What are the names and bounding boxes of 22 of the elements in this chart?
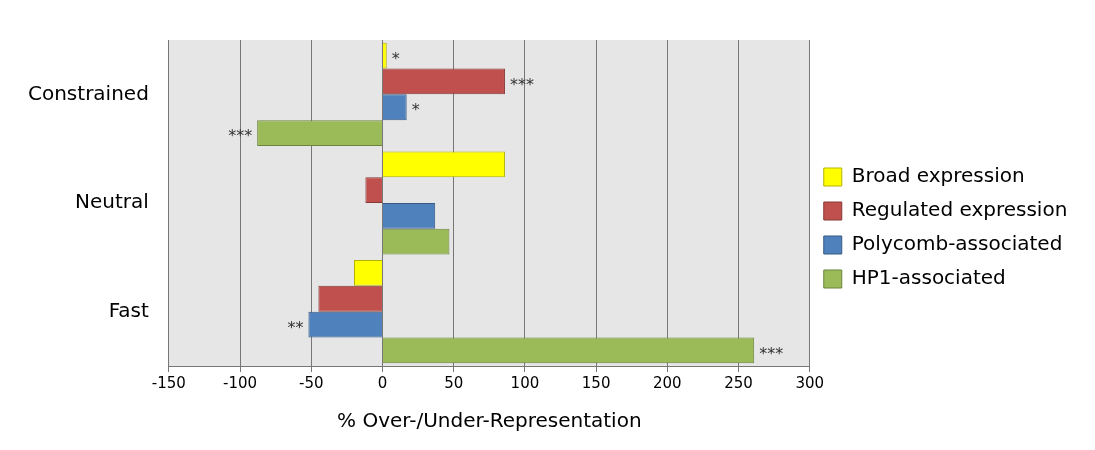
data-label: * bbox=[411, 100, 420, 120]
y-tick-label: Fast bbox=[108, 297, 150, 322]
data-label: *** bbox=[759, 343, 784, 363]
x-axis-title: % Over-/Under-Representation bbox=[337, 408, 642, 433]
x-tick-label: 100 bbox=[510, 373, 540, 392]
y-tick-label: Neutral bbox=[75, 189, 149, 214]
legend-label: Regulated expression bbox=[851, 197, 1068, 222]
x-tick-label: 250 bbox=[724, 373, 753, 392]
data-label: ** bbox=[287, 317, 304, 337]
legend-label: Polycomb-associated bbox=[851, 231, 1063, 256]
x-tick-label: 150 bbox=[581, 373, 611, 392]
data-label: * bbox=[391, 48, 400, 68]
legend-label: Broad expression bbox=[851, 163, 1025, 188]
x-tick-label: 300 bbox=[795, 373, 825, 392]
x-tick-label: 0 bbox=[377, 373, 388, 392]
x-tick-label: -100 bbox=[223, 373, 258, 392]
legend-label: HP1-associated bbox=[851, 265, 1006, 290]
x-tick-label: -150 bbox=[151, 373, 186, 392]
x-tick-label: -50 bbox=[299, 373, 324, 392]
y-tick-label: Constrained bbox=[27, 80, 149, 105]
x-tick-label: 200 bbox=[653, 373, 682, 392]
x-tick-label: 50 bbox=[444, 373, 464, 392]
